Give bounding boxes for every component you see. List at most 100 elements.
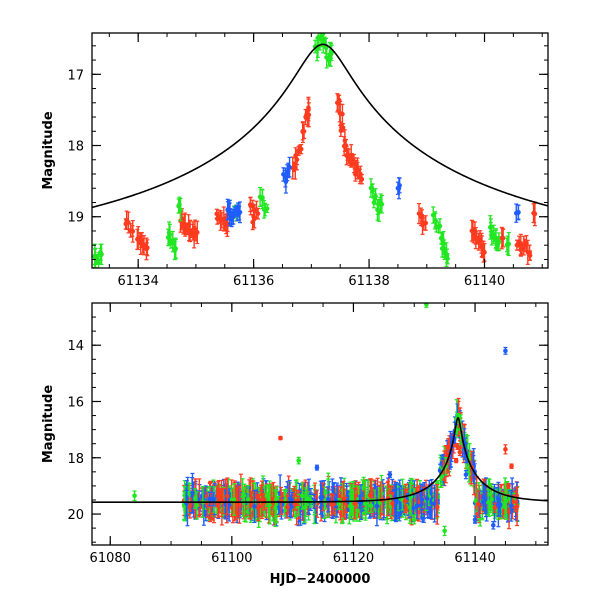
data-point-blue xyxy=(229,212,235,226)
data-point-red xyxy=(306,102,312,128)
data-point-green xyxy=(371,196,377,209)
data-point-green xyxy=(168,234,174,249)
data-point-red xyxy=(218,210,223,231)
data-point-green xyxy=(296,456,302,465)
data-point-red xyxy=(331,494,336,514)
data-point-blue xyxy=(252,489,257,524)
data-point-red xyxy=(128,223,133,238)
data-point-red xyxy=(255,207,261,220)
data-point-blue xyxy=(281,167,286,182)
data-point-green xyxy=(261,200,267,219)
data-point-green xyxy=(264,204,270,214)
data-point-green xyxy=(264,484,270,508)
bottom-y-tick-label: 20 xyxy=(67,508,84,523)
data-point-red xyxy=(130,219,136,243)
data-point-green xyxy=(424,303,429,308)
data-point-green xyxy=(495,236,501,252)
data-point-blue xyxy=(288,494,294,519)
data-point-blue xyxy=(207,491,212,507)
data-point-blue xyxy=(319,488,325,507)
top-y-axis-label: Magnitude xyxy=(41,111,56,190)
data-point-red xyxy=(339,122,344,133)
data-point-red xyxy=(434,489,440,525)
data-point-blue xyxy=(227,202,233,227)
bottom-axes-frame xyxy=(91,302,549,546)
data-point-green xyxy=(260,189,265,206)
bottom-plot-area xyxy=(92,303,548,537)
data-point-red xyxy=(500,228,506,248)
data-point-green xyxy=(379,194,385,214)
data-point-red xyxy=(252,204,257,218)
top-model-curve xyxy=(92,43,548,209)
data-point-blue xyxy=(463,470,469,480)
bottom-x-axis-label: HJD−2400000 xyxy=(270,572,371,587)
data-point-red xyxy=(194,220,200,245)
data-point-red xyxy=(390,492,395,515)
data-point-red xyxy=(359,173,365,185)
bottom-y-tick-label: 14 xyxy=(67,339,84,354)
data-point-red xyxy=(352,487,357,520)
data-point-green xyxy=(400,489,405,511)
data-point-red xyxy=(531,202,537,224)
data-point-blue xyxy=(314,464,320,471)
bottom-model-curve xyxy=(92,416,548,504)
data-point-green xyxy=(194,491,200,520)
data-point-green xyxy=(99,243,104,266)
data-point-red xyxy=(139,235,145,249)
data-point-green xyxy=(411,514,417,525)
top-x-tick-label: 61134 xyxy=(117,274,158,289)
data-point-green xyxy=(504,237,510,253)
data-point-blue xyxy=(387,471,393,479)
data-point-blue xyxy=(508,489,514,522)
data-point-green xyxy=(305,491,311,506)
data-point-red xyxy=(259,480,265,520)
data-point-red xyxy=(341,480,346,518)
data-point-red xyxy=(135,228,140,250)
data-point-red xyxy=(145,239,150,257)
bottom-ticks xyxy=(92,302,548,545)
data-point-red xyxy=(492,502,498,513)
bottom-panel: 61080 61100 61120 61140 14 16 18 20 Magnitude HJD… xyxy=(41,302,549,587)
data-point-red xyxy=(183,222,189,236)
data-point-blue xyxy=(287,156,292,178)
data-point-red xyxy=(457,448,463,457)
data-point-green xyxy=(324,46,329,69)
data-point-green xyxy=(503,481,509,520)
top-x-tick-label: 61138 xyxy=(348,274,389,289)
data-point-blue xyxy=(325,486,331,513)
data-point-green xyxy=(347,493,353,519)
data-point-red xyxy=(248,491,253,520)
data-point-red xyxy=(518,241,524,257)
data-point-red xyxy=(237,485,242,524)
data-point-green xyxy=(363,486,368,521)
bottom-y-tick-label: 16 xyxy=(67,395,84,410)
data-point-blue xyxy=(226,488,232,522)
data-point-red xyxy=(191,226,197,249)
data-point-blue xyxy=(397,177,402,194)
data-point-green xyxy=(444,242,449,268)
data-point-red xyxy=(453,457,459,464)
data-point-red xyxy=(416,202,422,225)
data-point-green xyxy=(439,239,445,258)
data-point-red xyxy=(527,250,533,261)
data-point-red xyxy=(224,477,230,515)
top-panel: 61134 61136 61138 61140 17 18 19 Magnitude xyxy=(41,32,549,289)
data-point-green xyxy=(442,525,447,537)
data-point-red xyxy=(503,444,508,455)
data-point-red xyxy=(285,495,290,519)
data-point-red xyxy=(474,230,479,245)
data-point-blue xyxy=(472,515,478,524)
bottom-y-axis-label: Magnitude xyxy=(41,385,56,464)
data-point-red xyxy=(420,215,425,235)
top-y-tick-label: 18 xyxy=(67,140,84,155)
data-point-blue xyxy=(237,201,243,224)
data-point-green xyxy=(173,237,178,260)
data-point-green xyxy=(336,498,342,511)
data-point-red xyxy=(506,482,511,489)
top-plot-area xyxy=(92,33,548,268)
data-point-red xyxy=(341,136,347,157)
data-point-green xyxy=(434,220,439,233)
data-point-red xyxy=(509,463,514,469)
data-point-red xyxy=(337,103,343,123)
